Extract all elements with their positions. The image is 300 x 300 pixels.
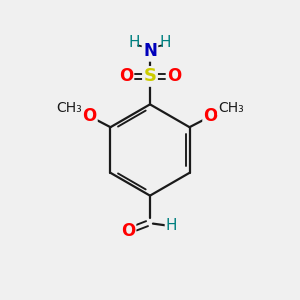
Text: H: H	[129, 35, 140, 50]
Text: O: O	[204, 107, 218, 125]
Text: O: O	[167, 68, 181, 85]
Text: S: S	[143, 68, 157, 85]
Text: H: H	[160, 35, 171, 50]
Text: H: H	[166, 218, 177, 233]
Text: CH₃: CH₃	[218, 101, 244, 115]
Text: O: O	[119, 68, 133, 85]
Text: O: O	[82, 107, 96, 125]
Text: N: N	[143, 42, 157, 60]
Text: O: O	[121, 222, 135, 240]
Text: CH₃: CH₃	[56, 101, 82, 115]
